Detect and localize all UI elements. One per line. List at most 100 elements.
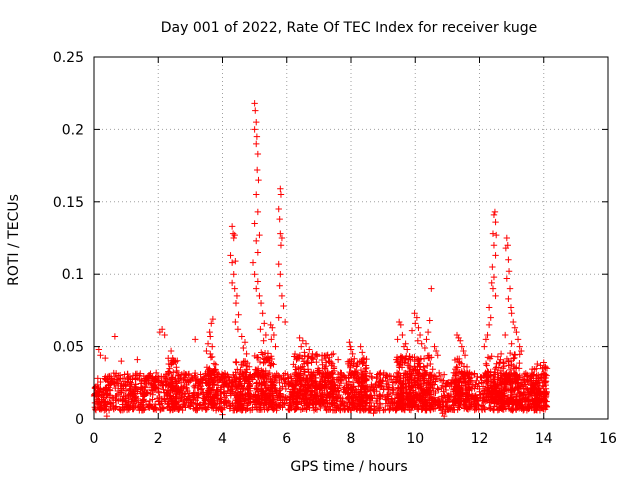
- data-point: [416, 331, 424, 339]
- baseline-point: [328, 351, 335, 358]
- baseline-point: [237, 390, 244, 398]
- data-point: [415, 324, 422, 331]
- baseline-point: [217, 376, 224, 383]
- baseline-point: [193, 377, 200, 384]
- data-point: [254, 249, 262, 256]
- baseline-point: [393, 400, 400, 407]
- baseline-point: [516, 392, 523, 399]
- data-point: [481, 343, 488, 350]
- baseline-point: [146, 404, 153, 411]
- baseline-point: [507, 357, 515, 365]
- baseline-point: [516, 372, 523, 379]
- baseline-point: [276, 379, 283, 386]
- data-point: [235, 311, 242, 318]
- data-point: [421, 344, 429, 352]
- baseline-point: [368, 392, 375, 399]
- baseline-point: [497, 350, 505, 358]
- baseline-point: [125, 404, 133, 411]
- data-point: [102, 354, 109, 362]
- data-point: [460, 347, 467, 355]
- baseline-point: [181, 390, 188, 398]
- chart-title: Day 001 of 2022, Rate Of TEC Index for r…: [161, 20, 537, 36]
- baseline-point: [273, 370, 280, 377]
- baseline-point: [481, 387, 488, 394]
- data-point: [253, 237, 260, 245]
- baseline-point: [507, 379, 515, 387]
- y-tick-label: 0.25: [53, 50, 84, 66]
- data-point: [347, 346, 355, 353]
- data-point: [457, 337, 464, 345]
- baseline-point: [276, 387, 283, 394]
- data-point: [330, 350, 337, 358]
- baseline-point: [460, 375, 468, 383]
- baseline-point: [155, 398, 163, 405]
- baseline-point: [209, 368, 216, 376]
- baseline-point: [472, 392, 479, 399]
- baseline-point: [431, 405, 439, 412]
- baseline-point: [141, 382, 149, 390]
- baseline-point: [280, 376, 288, 383]
- baseline-point: [186, 396, 194, 404]
- data-point: [254, 278, 262, 285]
- baseline-point: [269, 373, 276, 381]
- baseline-point: [302, 395, 309, 403]
- baseline-point: [439, 399, 446, 406]
- baseline-point: [294, 401, 301, 408]
- baseline-point: [535, 384, 543, 392]
- data-point: [359, 349, 366, 356]
- baseline-point: [171, 399, 179, 407]
- baseline-point: [434, 402, 441, 409]
- baseline-point: [407, 392, 414, 399]
- data-point: [411, 310, 418, 317]
- x-tick-label: 12: [471, 431, 489, 447]
- baseline-point: [300, 368, 308, 375]
- data-point: [511, 324, 519, 331]
- baseline-point: [498, 375, 506, 383]
- data-point: [397, 321, 404, 329]
- baseline-point: [515, 397, 523, 404]
- baseline-point: [150, 406, 158, 413]
- baseline-point: [400, 399, 408, 407]
- data-point: [489, 230, 497, 237]
- baseline-point: [483, 379, 491, 387]
- baseline-point: [210, 368, 217, 375]
- data-point: [277, 191, 285, 198]
- baseline-point: [254, 354, 262, 362]
- baseline-point: [244, 359, 251, 367]
- baseline-point: [490, 379, 497, 386]
- baseline-point: [327, 388, 334, 396]
- baseline-point: [237, 366, 244, 374]
- baseline-point: [277, 403, 284, 410]
- baseline-point: [486, 384, 494, 391]
- baseline-point: [147, 390, 154, 397]
- baseline-point: [274, 394, 281, 402]
- baseline-point: [455, 377, 462, 385]
- baseline-point: [299, 363, 306, 370]
- baseline-point: [542, 385, 550, 392]
- baseline-point: [302, 381, 309, 388]
- baseline-point: [309, 356, 317, 363]
- baseline-point: [356, 374, 364, 382]
- baseline-point: [533, 365, 540, 372]
- baseline-point: [208, 397, 216, 405]
- baseline-point: [469, 393, 476, 400]
- baseline-point: [254, 367, 261, 374]
- data-points: [90, 100, 551, 420]
- data-point: [453, 331, 461, 339]
- data-point: [278, 292, 286, 300]
- baseline-point: [265, 376, 273, 383]
- baseline-point: [92, 405, 99, 413]
- baseline-point: [536, 403, 544, 411]
- data-point: [228, 279, 236, 287]
- baseline-point: [422, 371, 430, 378]
- baseline-point: [491, 380, 498, 387]
- data-point: [514, 336, 522, 343]
- baseline-point: [525, 387, 532, 395]
- baseline-point: [126, 386, 133, 394]
- baseline-point: [226, 399, 234, 407]
- baseline-point: [93, 400, 101, 407]
- baseline-point: [179, 389, 186, 397]
- baseline-point: [162, 377, 169, 385]
- baseline-point: [351, 371, 359, 378]
- data-point: [306, 346, 313, 353]
